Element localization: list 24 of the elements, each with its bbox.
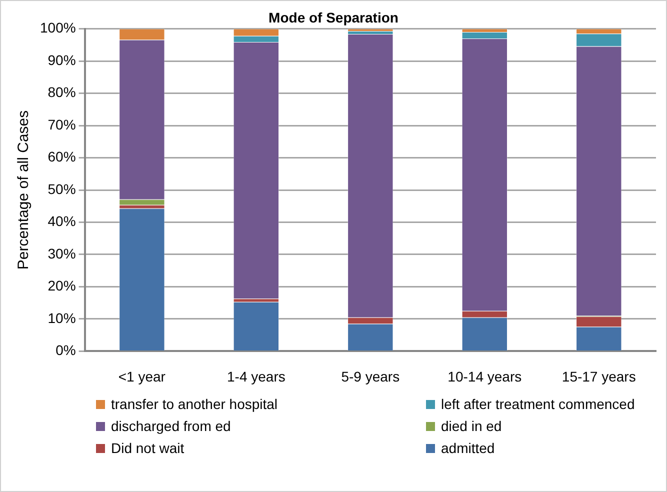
x-tick-label: <1 year	[118, 368, 166, 384]
y-tick-label: 20%	[48, 278, 76, 294]
y-tick-label: 10%	[48, 310, 76, 326]
legend-label: left after treatment commenced	[441, 396, 635, 412]
legend-label: discharged from ed	[111, 418, 231, 434]
y-tick-label: 0%	[56, 342, 76, 358]
legend-label: admitted	[441, 440, 495, 456]
legend-label: died in ed	[441, 418, 502, 434]
y-tick-label: 80%	[48, 84, 76, 100]
y-tick-label: 30%	[48, 245, 76, 262]
legend-label: transfer to another hospital	[111, 396, 278, 412]
y-tick-label: 100%	[40, 20, 76, 36]
y-tick-label: 90%	[48, 52, 76, 68]
x-tick-label: 5-9 years	[341, 368, 400, 384]
y-axis-title: Percentage of all Cases	[15, 110, 32, 270]
y-tick-label: 60%	[48, 148, 76, 165]
y-tick-label: 70%	[48, 116, 76, 132]
x-tick-label: 15-17 years	[562, 368, 636, 384]
x-tick-label: 1-4 years	[226, 368, 286, 384]
x-tick-label: 10-14 years	[448, 368, 522, 384]
y-tick-label: 50%	[48, 180, 76, 197]
y-tick-label: 40%	[48, 213, 76, 230]
legend-label: Did not wait	[111, 440, 184, 456]
chart-title: Mode of Separation	[268, 9, 398, 26]
